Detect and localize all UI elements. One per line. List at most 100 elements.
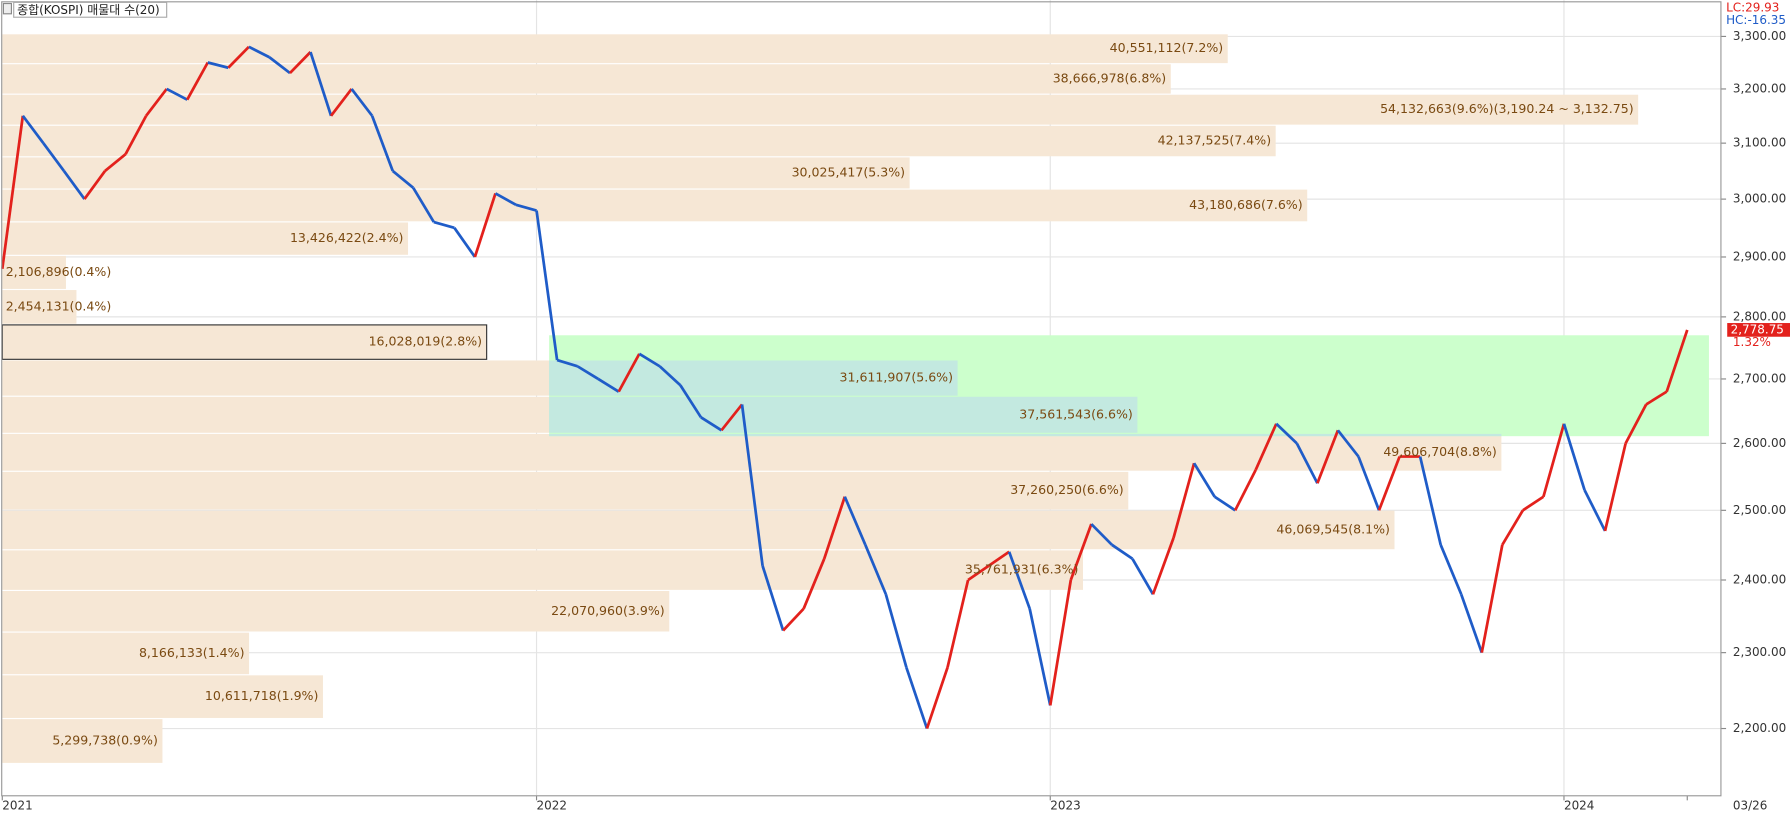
price-segment	[905, 667, 929, 729]
profile-label: 31,611,907(5.6%)	[840, 370, 954, 385]
price-segment	[166, 87, 188, 101]
profile-bar	[2, 510, 1395, 550]
price-segment	[1131, 558, 1155, 595]
price-segment	[453, 227, 477, 258]
change-label: 1.32%	[1733, 335, 1771, 349]
profile-label: 35,761,931(6.3%)	[965, 562, 1079, 577]
profile-label: 22,070,960(3.9%)	[551, 603, 665, 618]
y-tick-label: 3,100.00	[1733, 136, 1786, 150]
price-segment	[1522, 495, 1545, 512]
price-segment	[1624, 403, 1648, 445]
profile-label: 38,666,978(6.8%)	[1053, 70, 1167, 85]
hc-label: HC:-16.35	[1726, 13, 1786, 27]
title-box	[13, 1, 168, 18]
profile-label: 13,426,422(2.4%)	[290, 230, 404, 245]
y-tick-label: 2,400.00	[1733, 573, 1786, 587]
profile-bar	[2, 94, 1639, 125]
price-segment	[658, 365, 682, 387]
price-segment	[42, 142, 66, 172]
profile-label: 46,069,545(8.1%)	[1276, 521, 1390, 536]
profile-bar	[2, 290, 77, 324]
price-segment	[1336, 429, 1360, 458]
price-segment	[617, 353, 641, 393]
profile-bar	[2, 255, 66, 289]
price-segment	[1048, 579, 1073, 706]
price-segment	[782, 607, 805, 632]
x-tick-label: 2021	[2, 799, 32, 813]
price-segment	[1583, 489, 1607, 532]
price-segment	[494, 192, 517, 207]
y-tick-label: 2,300.00	[1733, 645, 1786, 659]
price-segment	[1007, 551, 1031, 610]
profile-label: 8,166,133(1.4%)	[139, 645, 245, 660]
price-segment	[1213, 495, 1236, 512]
price-segment	[1357, 456, 1381, 511]
y-tick-label: 2,600.00	[1733, 436, 1786, 450]
price-segment	[391, 169, 415, 189]
price-segment	[350, 88, 374, 117]
price-segment	[802, 558, 826, 610]
price-segment	[1645, 390, 1668, 406]
price-segment	[104, 153, 127, 172]
price-segment	[720, 403, 744, 432]
price-segment	[473, 193, 497, 258]
price-segment	[0, 115, 25, 269]
y-tick-label: 2,200.00	[1733, 721, 1786, 735]
profile-bar	[2, 222, 409, 255]
price-segment	[864, 544, 888, 595]
price-segment	[268, 56, 291, 75]
price-segment	[227, 45, 250, 69]
lc-label: LC:29.93	[1726, 1, 1779, 15]
price-segment	[1459, 593, 1484, 654]
profile-bar	[2, 591, 670, 632]
price-segment	[1069, 523, 1093, 581]
price-segment	[309, 51, 333, 117]
price-segment	[556, 358, 579, 368]
profile-bar	[2, 675, 323, 718]
profile-label: 40,551,112(7.2%)	[1110, 40, 1224, 55]
price-segment	[1111, 543, 1134, 560]
profile-label: 49,606,704(8.8%)	[1383, 444, 1497, 459]
price-segment	[1542, 423, 1566, 498]
y-tick-label: 2,700.00	[1733, 371, 1786, 385]
profile-bar	[2, 189, 1308, 222]
profile-bar	[2, 125, 1276, 157]
price-segment	[761, 565, 785, 631]
highlight-overlap	[549, 396, 1138, 433]
price-segment	[638, 352, 661, 368]
price-segment	[967, 564, 990, 582]
y-tick-label: 3,000.00	[1733, 192, 1786, 206]
price-segment	[822, 496, 847, 560]
profile-bar	[2, 433, 1502, 471]
price-segment	[700, 416, 723, 432]
price-tag-label: 2,778.75	[1731, 322, 1784, 336]
profile-label: 42,137,525(7.4%)	[1158, 133, 1272, 148]
price-segment	[1603, 443, 1627, 532]
profile-label: 37,260,250(6.6%)	[1010, 482, 1124, 497]
price-segment	[207, 61, 229, 70]
profile-bar	[2, 632, 250, 675]
profile-label: 2,454,131(0.4%)	[6, 298, 112, 313]
price-segment	[1439, 544, 1463, 595]
price-segment	[412, 187, 435, 223]
profile-label: 10,611,718(1.9%)	[205, 688, 319, 703]
price-segment	[433, 220, 455, 230]
price-segment	[987, 550, 1010, 567]
price-segment	[1418, 456, 1443, 546]
price-segment	[515, 203, 537, 212]
profile-bar	[2, 157, 910, 189]
price-segment	[370, 115, 394, 172]
price-segment	[1665, 329, 1689, 393]
price-segment	[329, 88, 353, 117]
y-tick-label: 2,800.00	[1733, 309, 1786, 323]
price-segment	[124, 115, 148, 155]
profile-label: 43,180,686(7.6%)	[1189, 197, 1303, 212]
profile-bar	[1, 324, 488, 360]
price-segment	[535, 210, 559, 361]
price-segment	[21, 115, 45, 144]
y-tick-label: 2,500.00	[1733, 503, 1786, 517]
price-segment	[186, 61, 209, 101]
profile-label: 54,132,663(9.6%)(3,190.24 ~ 3,132.75)	[1380, 101, 1634, 116]
profile-label: 2,106,896(0.4%)	[6, 264, 112, 279]
